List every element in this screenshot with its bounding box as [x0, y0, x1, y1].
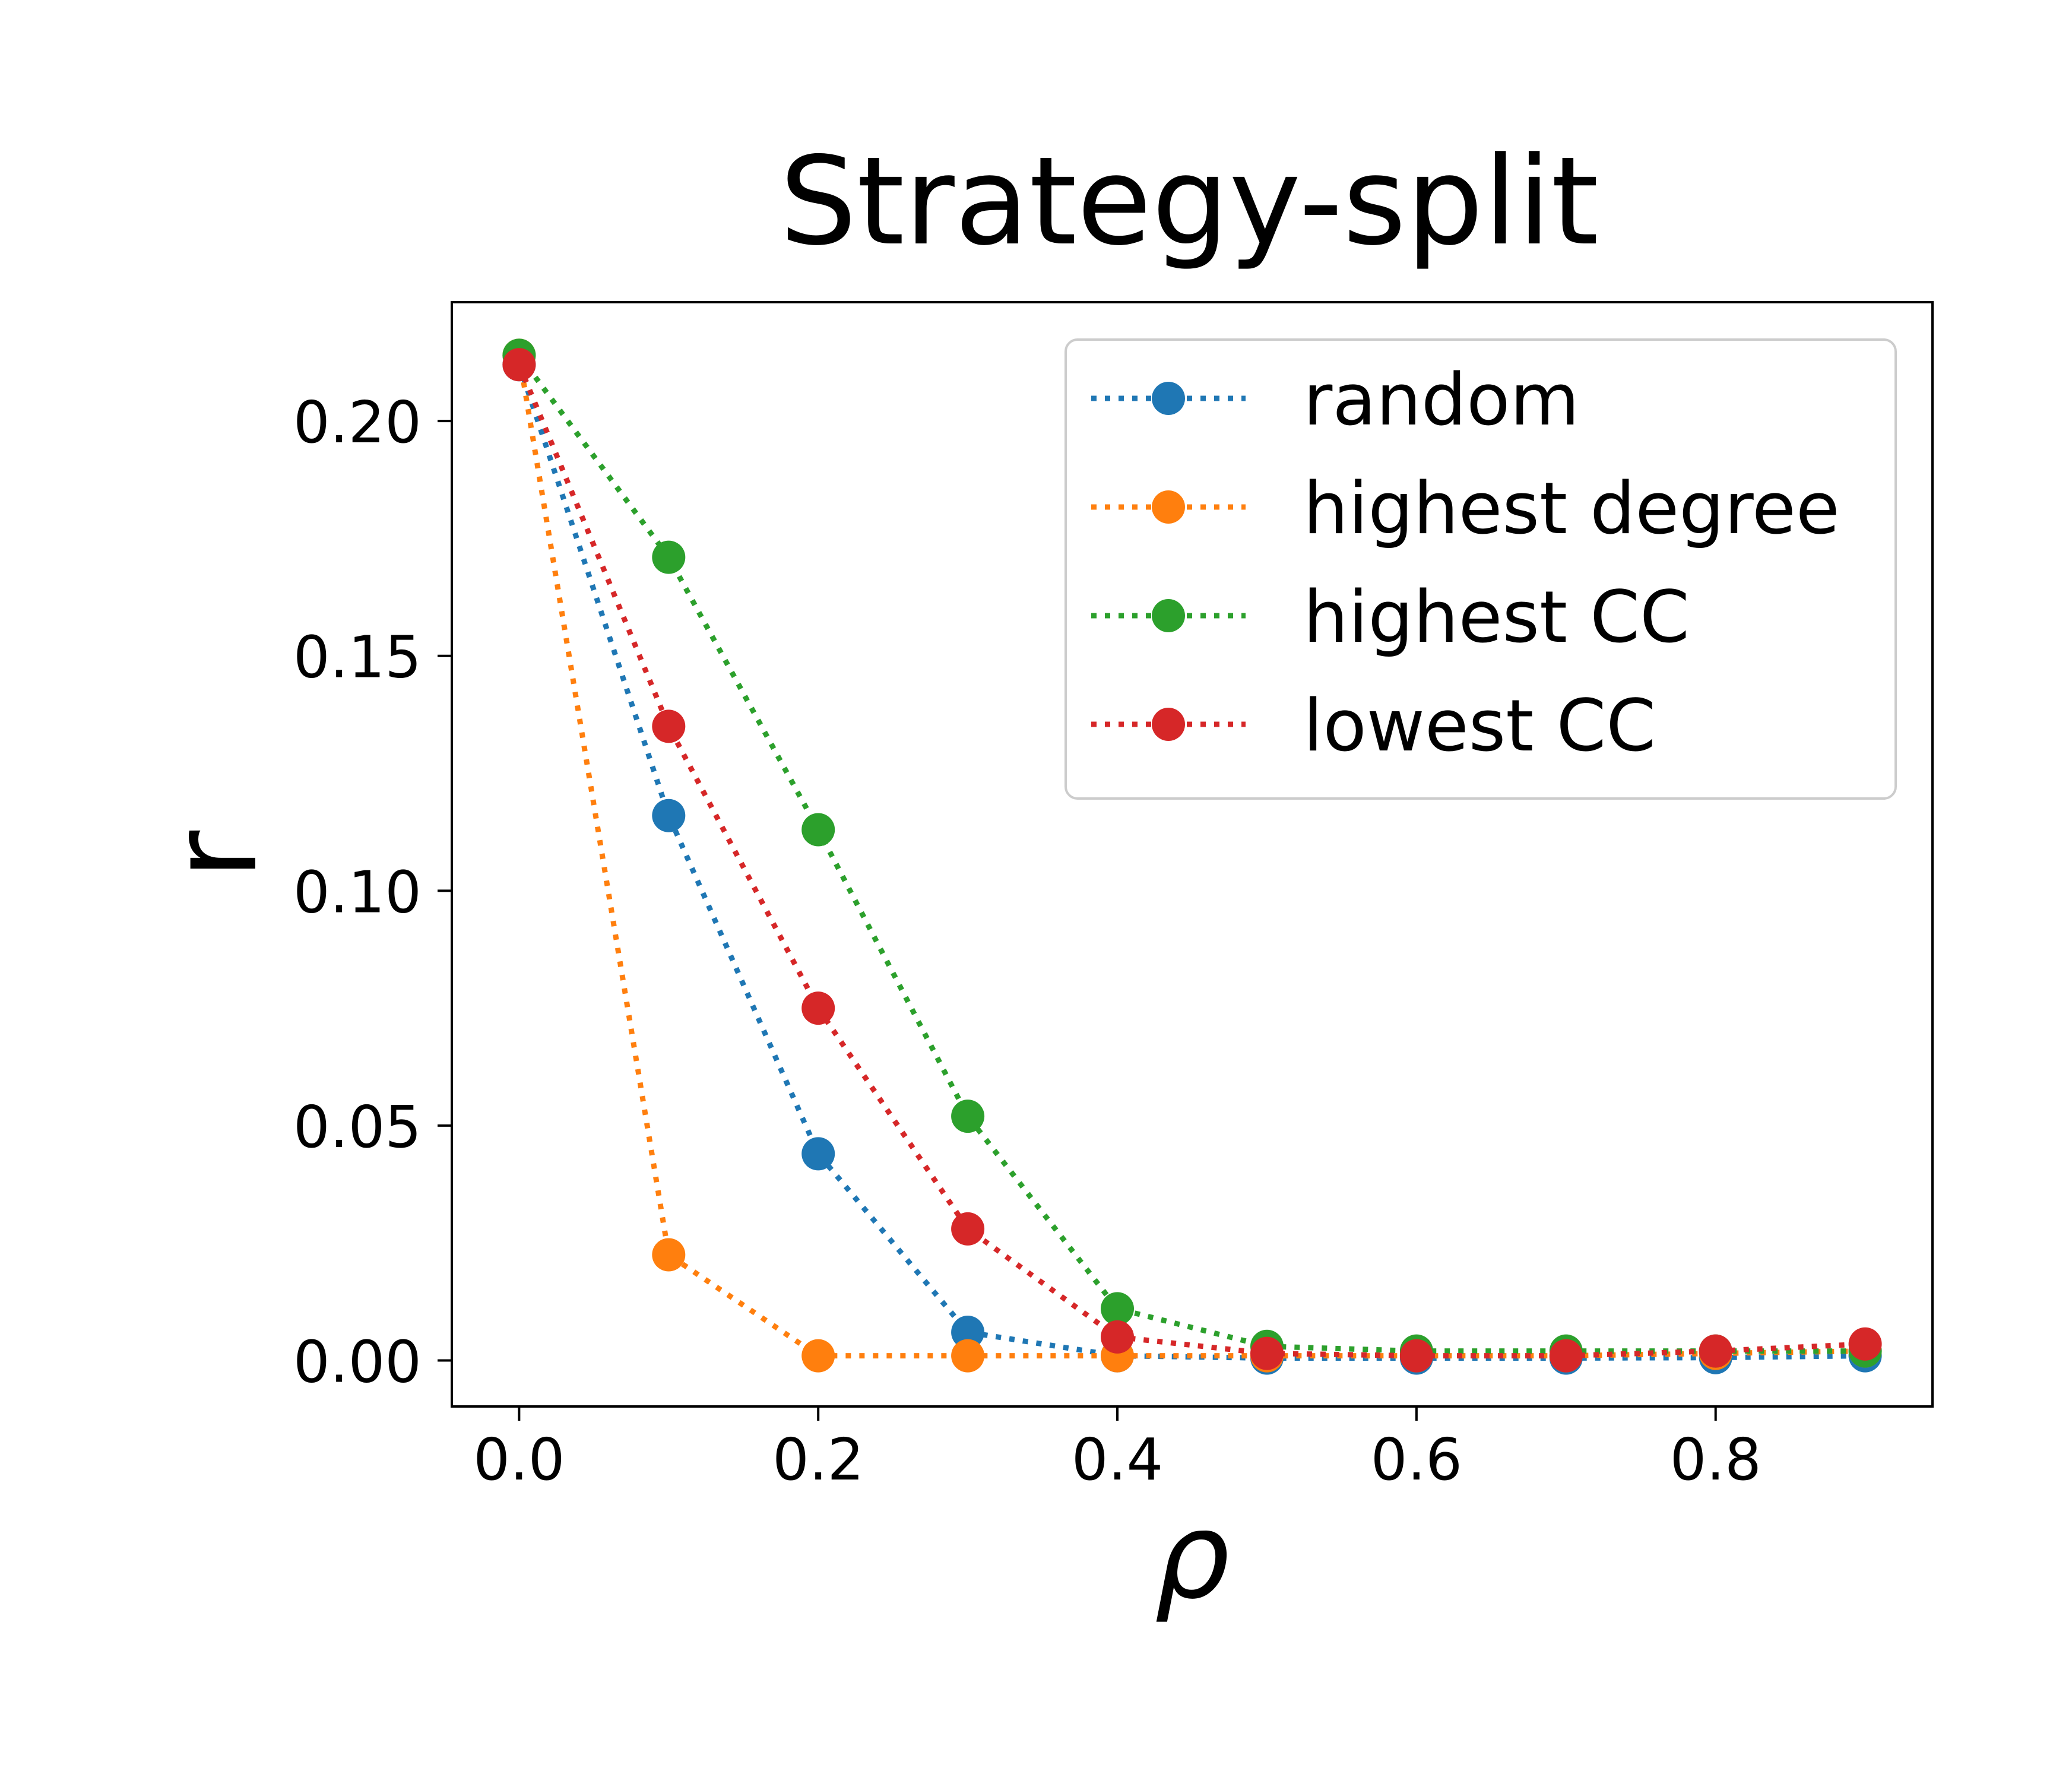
- series-line-highest-degree: [516, 354, 1865, 1359]
- y-tick-label: 0.00: [293, 1328, 422, 1395]
- point-highest-degree-1: [652, 1238, 686, 1272]
- point-lowest-cc-3: [951, 1212, 985, 1246]
- axes-frame: [451, 301, 1934, 1408]
- legend-swatch-marker: [1152, 708, 1185, 741]
- axis-ticks: 0.0 0.2 0.4 0.6 0.8 0.00 0.05 0.10 0.15 0.20: [293, 389, 1761, 1493]
- x-tick-label: 0.2: [772, 1426, 864, 1493]
- legend-item-highest-degree: highest degree: [1091, 468, 1840, 550]
- point-random-1: [652, 799, 686, 832]
- point-lowest-cc-5: [1250, 1336, 1284, 1370]
- legend-label: highest CC: [1303, 576, 1690, 659]
- point-random-3: [951, 1316, 985, 1349]
- legend: random highest degree highest CC lowest CC: [1064, 338, 1897, 800]
- point-lowest-cc-2: [801, 991, 835, 1025]
- point-highest-cc-1: [652, 540, 686, 574]
- legend-swatch-marker: [1152, 490, 1185, 524]
- point-highest-cc-4: [1101, 1292, 1134, 1326]
- x-tick-label: 0.8: [1670, 1426, 1761, 1493]
- y-tick-label: 0.20: [293, 389, 422, 456]
- chart-title: Strategy-split: [780, 131, 1599, 273]
- point-highest-degree-2: [801, 1339, 835, 1373]
- x-tick-label: 0.6: [1371, 1426, 1462, 1493]
- y-tick-label: 0.05: [293, 1094, 422, 1161]
- point-highest-degree-3: [951, 1339, 985, 1373]
- point-lowest-cc-4: [1101, 1320, 1134, 1354]
- x-tick-label: 0.0: [473, 1426, 565, 1493]
- y-tick-label: 0.15: [293, 624, 422, 691]
- legend-item-lowest-cc: lowest CC: [1091, 685, 1656, 768]
- x-axis-label: ρ: [1155, 1487, 1230, 1626]
- point-random-2: [801, 1137, 835, 1171]
- point-lowest-cc-8: [1699, 1334, 1732, 1368]
- point-lowest-cc-1: [652, 709, 686, 743]
- point-lowest-cc-6: [1399, 1339, 1433, 1373]
- legend-swatch-marker: [1152, 382, 1185, 415]
- x-tick-label: 0.4: [1072, 1426, 1163, 1493]
- series-line-lowest-cc: [517, 363, 1865, 1359]
- point-lowest-cc-9: [1848, 1327, 1882, 1361]
- series-line-random: [517, 363, 1865, 1361]
- legend-label: highest degree: [1303, 468, 1840, 550]
- series-line-highest-cc: [517, 353, 1865, 1354]
- point-lowest-cc-7: [1549, 1339, 1583, 1373]
- legend-item-highest-cc: highest CC: [1091, 576, 1690, 659]
- legend-label: random: [1303, 359, 1579, 442]
- point-lowest-cc-0: [502, 348, 536, 382]
- plot-area: [502, 338, 1882, 1375]
- legend-swatch-marker: [1152, 599, 1185, 632]
- point-highest-cc-2: [801, 813, 835, 847]
- y-tick-label: 0.10: [293, 858, 422, 926]
- legend-label: lowest CC: [1303, 685, 1656, 768]
- point-highest-cc-3: [951, 1100, 985, 1133]
- y-axis-label: r: [145, 830, 284, 879]
- legend-item-random: random: [1091, 359, 1579, 442]
- legend-box: [1064, 338, 1897, 800]
